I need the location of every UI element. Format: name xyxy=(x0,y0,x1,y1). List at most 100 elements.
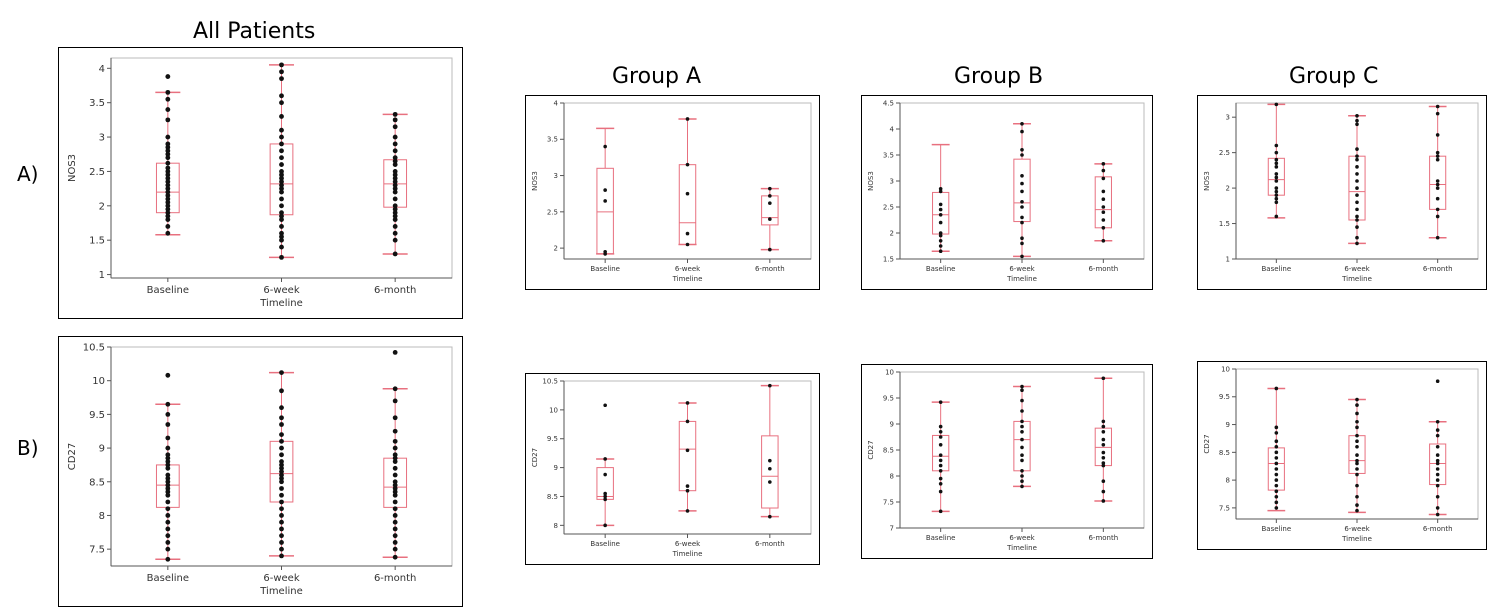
data-point xyxy=(1355,403,1359,407)
data-point xyxy=(392,428,398,434)
data-point xyxy=(165,499,171,505)
x-tick-label: Baseline xyxy=(147,285,189,296)
data-point xyxy=(1101,430,1106,434)
data-point xyxy=(603,491,607,496)
data-point xyxy=(603,497,607,502)
data-point xyxy=(938,187,943,191)
data-point xyxy=(1274,500,1279,505)
data-point xyxy=(279,162,284,167)
data-point xyxy=(1274,172,1279,176)
data-point xyxy=(279,114,284,119)
data-point xyxy=(1274,467,1279,471)
data-point xyxy=(1274,456,1279,460)
data-point xyxy=(1020,384,1024,389)
data-point xyxy=(392,134,398,140)
data-point xyxy=(1435,133,1440,137)
data-point xyxy=(392,554,398,560)
data-point xyxy=(165,455,171,461)
data-point xyxy=(165,506,171,512)
data-point xyxy=(1101,450,1106,455)
data-point xyxy=(279,148,284,154)
data-point xyxy=(279,370,284,376)
data-point xyxy=(165,206,171,212)
x-tick-label: 6-month xyxy=(374,285,416,296)
data-point xyxy=(685,419,690,424)
data-point xyxy=(279,472,284,478)
data-point xyxy=(392,398,398,404)
data-point xyxy=(1435,483,1440,488)
data-point xyxy=(1355,200,1359,205)
data-point xyxy=(1020,254,1024,259)
y-tick-label: 2 xyxy=(99,201,105,212)
y-tick-label: 7 xyxy=(890,524,894,532)
data-point xyxy=(279,237,284,243)
data-point xyxy=(392,251,398,257)
data-point xyxy=(1355,122,1359,127)
data-point xyxy=(685,401,690,405)
data-point xyxy=(279,452,284,458)
data-point xyxy=(392,506,398,512)
x-tick-label: 6-week xyxy=(675,540,701,548)
data-point xyxy=(685,509,690,513)
data-point xyxy=(1435,207,1440,212)
data-point xyxy=(1274,179,1279,183)
data-point xyxy=(165,144,171,150)
data-point xyxy=(165,74,171,79)
data-point xyxy=(685,242,690,247)
data-point xyxy=(768,466,772,471)
data-point xyxy=(392,455,398,461)
data-point xyxy=(279,69,284,75)
y-tick-label: 1 xyxy=(1226,255,1230,263)
data-point xyxy=(165,519,171,525)
x-tick-label: Baseline xyxy=(590,540,620,548)
header-group-b: Group B xyxy=(954,64,1044,89)
chart-svg: 1 1.5 2 2.5 3 NOS3 Baseline 6-week 6-month Timeli… xyxy=(1203,102,1479,283)
data-point xyxy=(165,210,171,216)
data-point xyxy=(603,144,607,149)
data-point xyxy=(279,486,284,491)
data-point xyxy=(392,148,398,154)
data-point xyxy=(938,476,943,481)
y-tick-label: 9 xyxy=(99,444,105,455)
header-group-a: Group A xyxy=(612,64,702,89)
y-tick-label: 8 xyxy=(890,472,894,480)
data-point xyxy=(279,244,284,250)
data-point xyxy=(392,217,398,222)
data-point xyxy=(938,244,943,248)
data-point xyxy=(279,388,284,394)
data-point xyxy=(1020,484,1024,489)
y-tick-label: 8.5 xyxy=(1219,449,1230,457)
data-point xyxy=(392,213,398,219)
data-point xyxy=(1435,433,1440,438)
chart-svg: 8 8.5 9 9.5 10 10.5 CD27 Baseline 6-week 6-month T… xyxy=(531,377,812,558)
y-tick-label: 10 xyxy=(549,406,558,414)
y-tick-label: 2 xyxy=(1226,185,1230,193)
data-point xyxy=(392,169,398,174)
data-point xyxy=(392,117,398,123)
data-point xyxy=(279,519,284,525)
data-point xyxy=(279,513,284,518)
data-point xyxy=(279,546,284,552)
y-tick-label: 3.5 xyxy=(883,151,894,159)
x-axis-label: Timeline xyxy=(1341,275,1372,283)
data-point xyxy=(1435,419,1440,424)
data-point xyxy=(165,172,171,178)
data-point xyxy=(1274,175,1279,180)
data-point xyxy=(392,210,398,216)
data-point xyxy=(279,459,284,464)
data-point xyxy=(165,213,171,219)
data-point xyxy=(165,445,171,451)
data-point xyxy=(392,186,398,192)
data-point xyxy=(1274,450,1279,455)
data-point xyxy=(1101,168,1106,173)
data-point xyxy=(938,489,943,494)
data-point xyxy=(938,220,943,225)
data-point xyxy=(938,509,943,514)
data-point xyxy=(1020,398,1024,403)
data-point xyxy=(768,217,772,221)
data-point xyxy=(1355,508,1359,513)
data-point xyxy=(1020,174,1024,178)
data-point xyxy=(1355,118,1359,123)
data-point xyxy=(279,476,284,481)
x-tick-label: Baseline xyxy=(1261,525,1291,533)
